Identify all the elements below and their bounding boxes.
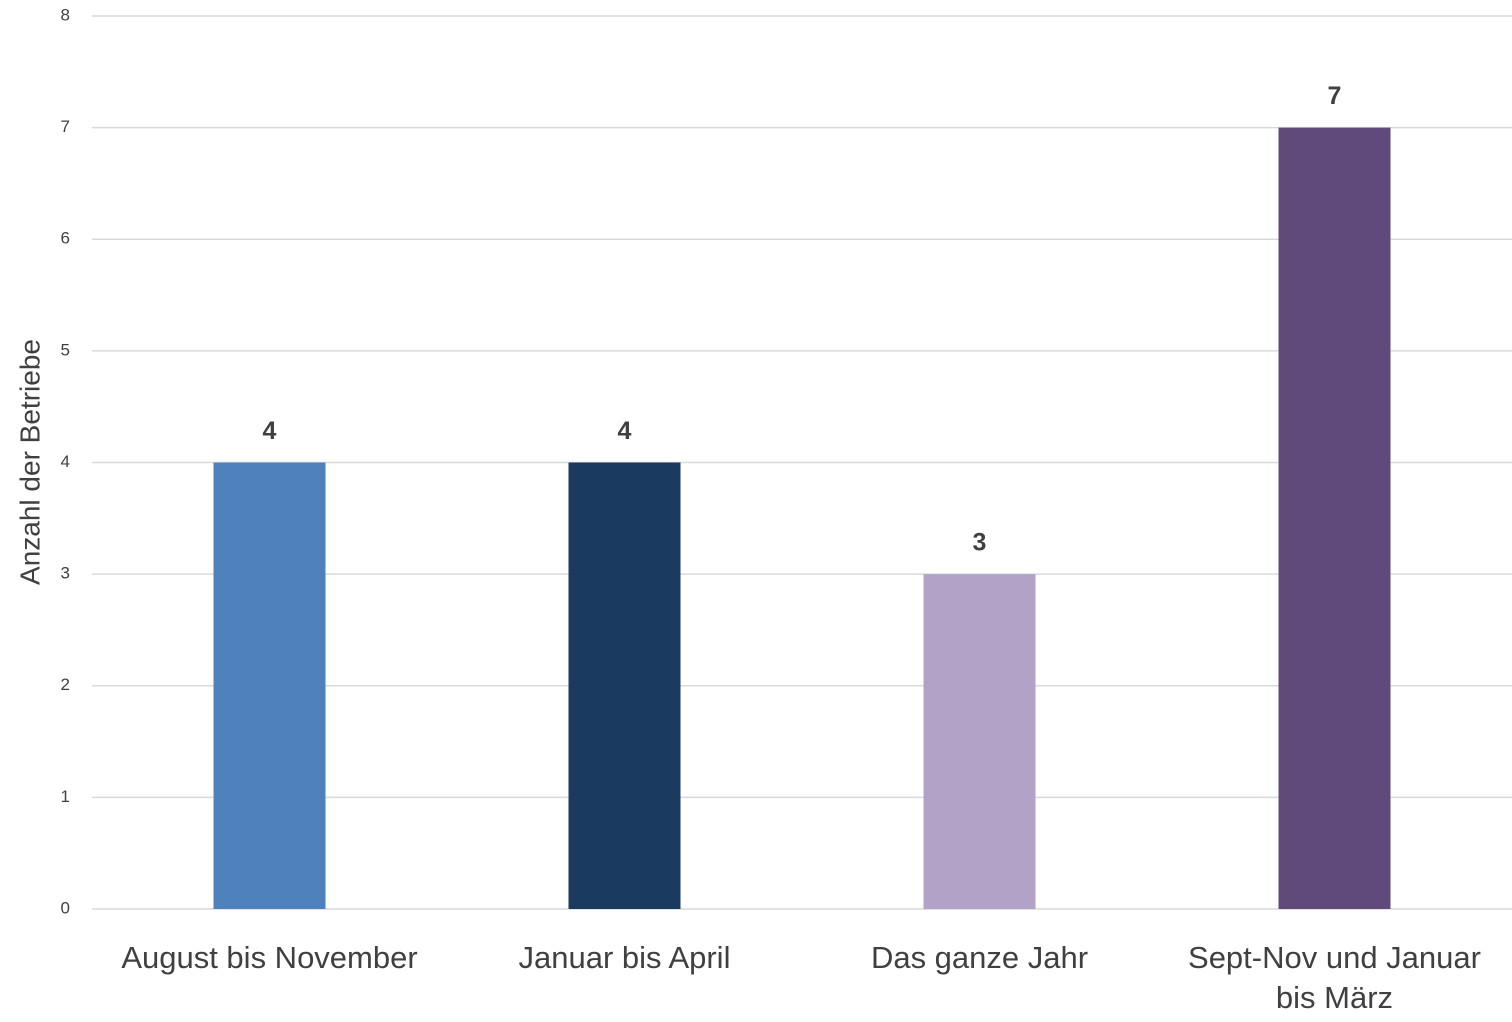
bar xyxy=(1278,127,1391,909)
y-tick-label: 5 xyxy=(61,340,70,359)
y-tick-label: 8 xyxy=(61,5,70,24)
bar xyxy=(568,462,681,909)
x-tick-label: Januar bis April xyxy=(518,940,731,975)
y-tick-label: 3 xyxy=(61,564,70,583)
y-tick-label: 1 xyxy=(61,787,70,806)
y-axis-title: Anzahl der Betriebe xyxy=(14,339,45,585)
data-label: 4 xyxy=(618,417,632,445)
bar xyxy=(213,462,326,909)
x-tick-label: Das ganze Jahr xyxy=(870,940,1089,975)
data-label: 3 xyxy=(973,529,987,557)
x-tick-label: Sept-Nov und Januar bis März xyxy=(1188,940,1481,1015)
y-tick-label: 6 xyxy=(61,229,70,248)
data-label: 4 xyxy=(263,417,277,445)
data-label: 7 xyxy=(1328,82,1342,110)
y-tick-label: 0 xyxy=(61,898,70,917)
y-tick-label: 2 xyxy=(61,675,70,694)
bar xyxy=(923,574,1036,909)
x-tick-label: August bis November xyxy=(121,940,418,975)
y-tick-label: 7 xyxy=(61,117,70,136)
y-tick-label: 4 xyxy=(61,452,70,471)
